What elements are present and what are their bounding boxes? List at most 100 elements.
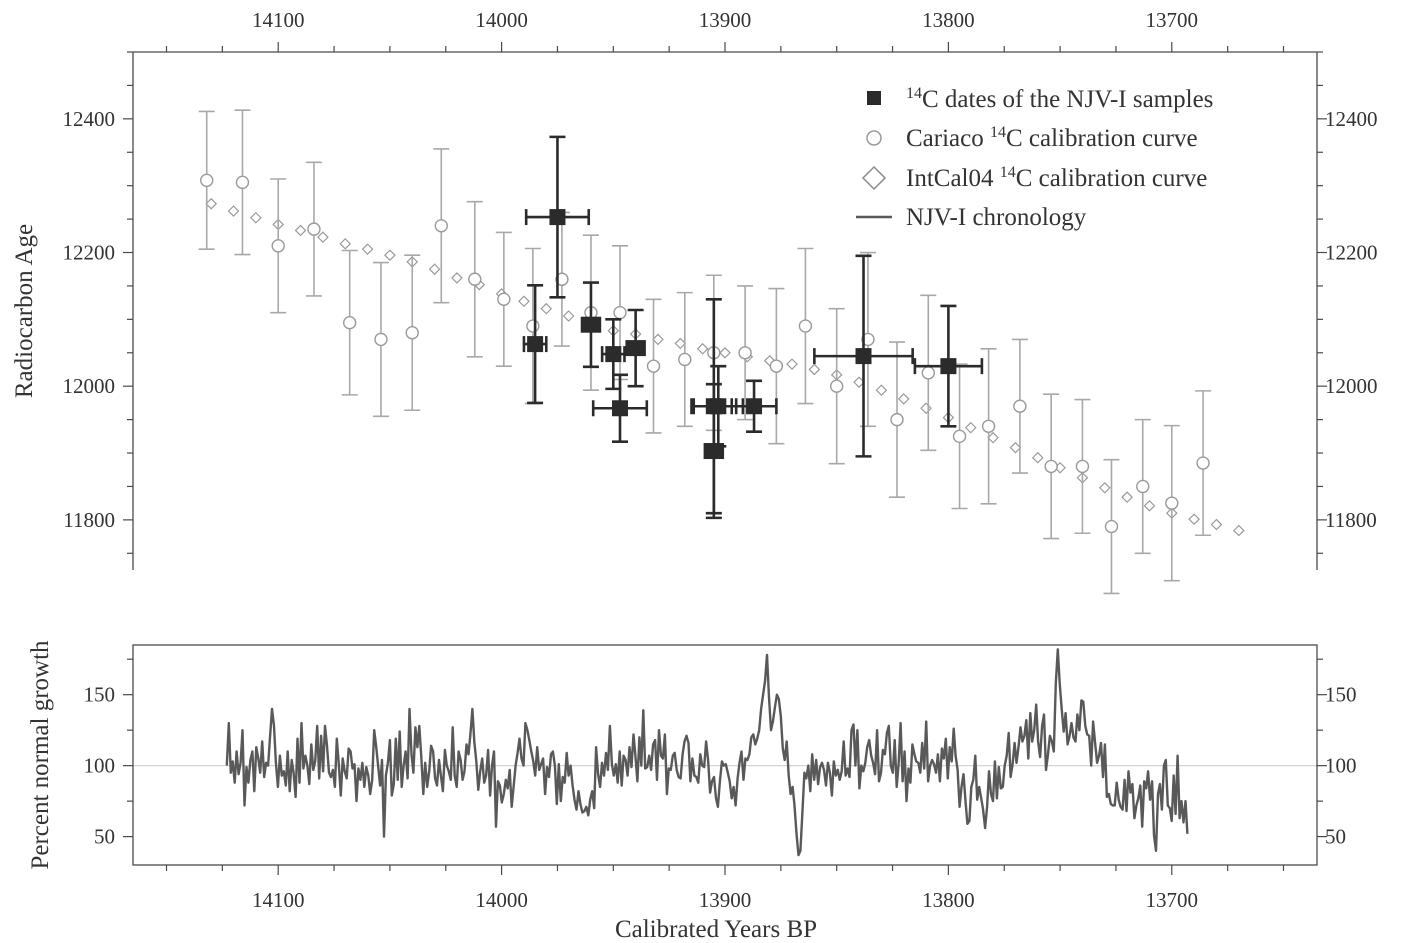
bottom-axes: 14100 14000 13900 13800 13700 50 50 100 100 150 15…: [84, 644, 1357, 912]
intcal04-point: [1188, 513, 1200, 526]
cariaco-point: [861, 332, 875, 347]
cariaco-point: [678, 352, 692, 367]
bottom-x-tick-label: 14100: [252, 888, 305, 912]
cariaco-point: [526, 319, 540, 333]
njv-date-point: [855, 348, 872, 365]
growth-panel: 14100 14000 13900 13800 13700 50 50 100 100 150 15…: [27, 640, 1357, 943]
bottom-x-tick-label: 13800: [922, 888, 975, 912]
njv-date-point: [549, 209, 566, 226]
top-y-tick-label-right: 12000: [1325, 374, 1378, 398]
intcal04-point: [1210, 518, 1223, 531]
intcal04-point: [719, 346, 731, 359]
legend-marker-intcal04: [861, 165, 887, 191]
intcal04-point: [562, 310, 575, 322]
njv-date-point: [527, 336, 544, 353]
intcal04-point: [1143, 499, 1156, 512]
intcal04-point: [294, 224, 307, 237]
njv-date-point: [940, 358, 957, 375]
intcal04-point: [518, 295, 530, 308]
cariaco-point: [468, 272, 482, 286]
intcal04-point: [451, 272, 463, 284]
cariaco-point: [890, 412, 904, 427]
njv-date-point: [582, 316, 599, 333]
top-y-tick-label-left: 12000: [63, 374, 116, 398]
cariaco-point: [613, 305, 627, 320]
top-x-tick-label: 14100: [252, 8, 305, 32]
top-x-tick-label: 13700: [1146, 8, 1199, 32]
cariaco-point: [307, 222, 321, 236]
intcal04-point: [808, 363, 821, 376]
cariaco-point: [1104, 519, 1119, 534]
cariaco-point: [497, 292, 511, 307]
intcal04-point: [1232, 524, 1245, 537]
cariaco-point: [1044, 459, 1058, 474]
intcal04-point: [317, 231, 329, 243]
legend-marker-njv-dates: [867, 91, 881, 105]
top-x-tick-label: 13900: [699, 8, 752, 32]
cariaco-point: [646, 359, 661, 373]
bottom-y-tick-label-left: 100: [84, 754, 116, 778]
bottom-y-tick-label-left: 50: [94, 825, 115, 849]
cariaco-point: [342, 315, 357, 330]
legend-marker-cariaco: [866, 130, 882, 146]
legend: 14C dates of the NJV-I samples Cariaco 1…: [856, 85, 1213, 231]
top-y-tick-label-left: 12200: [63, 241, 116, 265]
cariaco-point: [952, 429, 967, 444]
top-y-tick-label-right: 11800: [1325, 508, 1377, 532]
intcal04-point: [875, 384, 888, 397]
cariaco-point: [271, 239, 285, 253]
bottom-x-tick-label: 14000: [475, 888, 528, 912]
njv-date-point: [627, 340, 644, 357]
intcal04-point: [1031, 451, 1044, 464]
cariaco-point: [235, 175, 250, 190]
intcal04-point: [339, 237, 352, 250]
intcal04-point: [696, 342, 709, 355]
bottom-y-axis-title: Percent normal growth: [27, 640, 54, 870]
top-y-tick-label-left: 11800: [63, 508, 115, 532]
legend-label-njv-dates: 14C dates of the NJV-I samples: [906, 85, 1213, 113]
top-y-tick-label-right: 12400: [1325, 107, 1378, 131]
cariaco-point: [405, 326, 419, 340]
intcal04-point: [897, 393, 910, 405]
intcal04-point: [361, 243, 374, 256]
intcal04-point: [1121, 491, 1133, 503]
legend-label-njv-chronology: NJV-I chronology: [906, 204, 1087, 231]
intcal04-point: [1098, 481, 1111, 494]
intcal04-point: [987, 431, 999, 444]
top-y-tick-label-left: 12400: [63, 107, 116, 131]
top-x-tick-label: 13800: [922, 8, 975, 32]
cariaco-point: [374, 332, 388, 347]
cariaco-point: [1165, 496, 1179, 510]
radiocarbon-panel: 14100 14000 13900 13800 13700 11800 11800 12000…: [11, 8, 1378, 595]
intcal04-point: [540, 302, 553, 315]
cariaco-point: [1136, 479, 1150, 494]
bottom-y-tick-label-right: 100: [1325, 754, 1357, 778]
intcal04-point: [964, 421, 977, 434]
bottom-x-tick-label: 13700: [1146, 888, 1199, 912]
cariaco-point: [1075, 459, 1090, 474]
cariaco-point: [200, 173, 214, 188]
njv-date-point: [746, 398, 763, 415]
intcal04-point: [384, 249, 396, 262]
cariaco-point: [981, 419, 996, 433]
bottom-y-tick-label-right: 150: [1325, 683, 1357, 707]
cariaco-point: [434, 219, 448, 233]
njv-date-point: [612, 400, 629, 417]
top-y-tick-label-right: 12200: [1325, 241, 1378, 265]
njv-chronology-line: [225, 648, 1189, 857]
bottom-x-tick-label: 13900: [699, 888, 752, 912]
legend-label-intcal04: IntCal04 14C calibration curve: [906, 164, 1207, 192]
intcal04-point: [250, 211, 262, 224]
cariaco-point: [555, 272, 569, 286]
njv-dates-series: [522, 135, 984, 520]
intcal04-point: [205, 197, 218, 210]
legend-label-cariaco: Cariaco 14C calibration curve: [906, 124, 1198, 152]
cariaco-point: [738, 346, 752, 360]
intcal04-point: [674, 337, 687, 350]
top-x-tick-label: 14000: [475, 8, 528, 32]
cariaco-point: [798, 319, 813, 333]
cariaco-point: [921, 366, 935, 380]
top-y-axis-title: Radiocarbon Age: [11, 224, 38, 398]
